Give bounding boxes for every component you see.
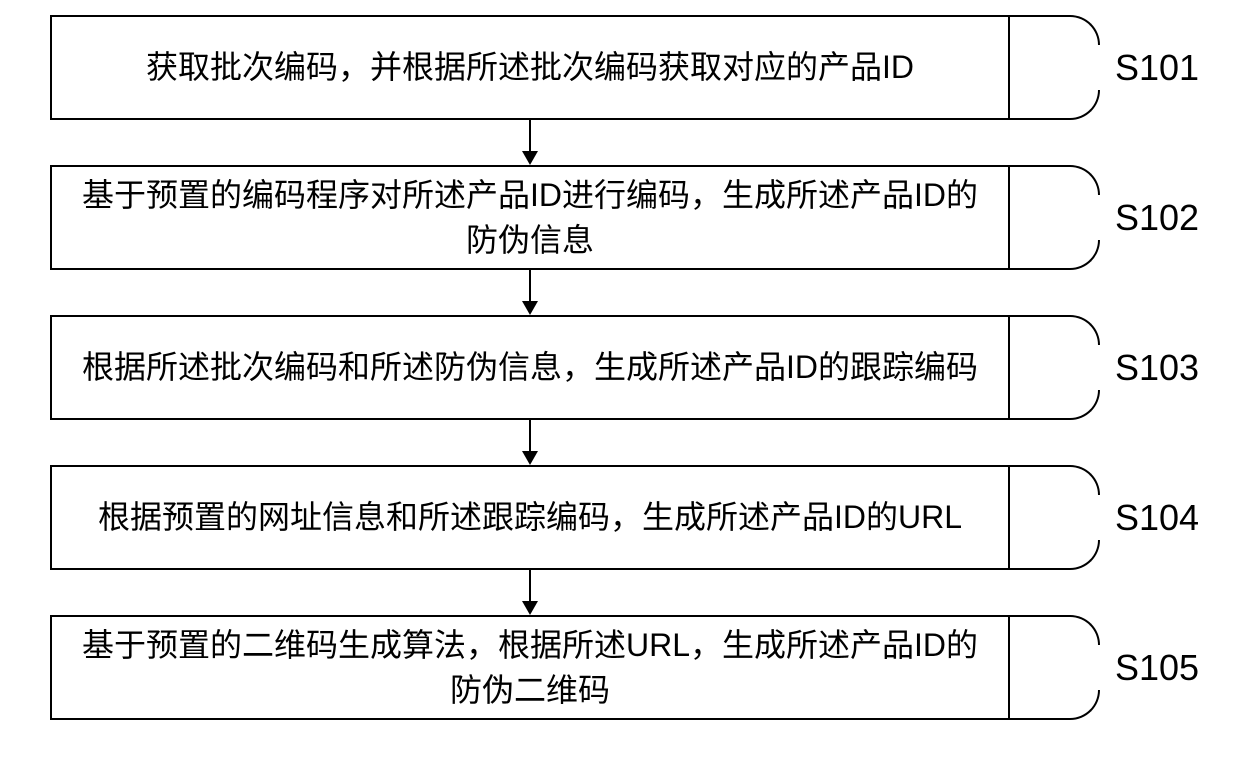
arrow-s102-s103 <box>529 270 531 313</box>
step-label-s105: S105 <box>1115 647 1199 689</box>
step-box-s103: 根据所述批次编码和所述防伪信息，生成所述产品ID的跟踪编码 <box>50 315 1010 420</box>
step-box-s102: 基于预置的编码程序对所述产品ID进行编码，生成所述产品ID的防伪信息 <box>50 165 1010 270</box>
connector-s101-bottom <box>1010 90 1100 120</box>
connector-s104-top <box>1010 465 1100 495</box>
connector-s102-bottom <box>1010 240 1100 270</box>
connector-s103-bottom <box>1010 390 1100 420</box>
flowchart-container: 获取批次编码，并根据所述批次编码获取对应的产品ID S101 基于预置的编码程序… <box>0 0 1239 777</box>
connector-s105-top <box>1010 615 1100 645</box>
connector-s103-top <box>1010 315 1100 345</box>
step-label-s104: S104 <box>1115 497 1199 539</box>
connector-s105-bottom <box>1010 690 1100 720</box>
step-box-s105: 基于预置的二维码生成算法，根据所述URL，生成所述产品ID的防伪二维码 <box>50 615 1010 720</box>
arrow-s104-s105 <box>529 570 531 613</box>
step-label-s101: S101 <box>1115 47 1199 89</box>
connector-s102-top <box>1010 165 1100 195</box>
step-text-s105: 基于预置的二维码生成算法，根据所述URL，生成所述产品ID的防伪二维码 <box>72 623 988 713</box>
step-box-s101: 获取批次编码，并根据所述批次编码获取对应的产品ID <box>50 15 1010 120</box>
arrow-s101-s102 <box>529 120 531 163</box>
step-text-s104: 根据预置的网址信息和所述跟踪编码，生成所述产品ID的URL <box>98 495 962 540</box>
step-box-s104: 根据预置的网址信息和所述跟踪编码，生成所述产品ID的URL <box>50 465 1010 570</box>
connector-s101-top <box>1010 15 1100 45</box>
connector-s104-bottom <box>1010 540 1100 570</box>
step-text-s102: 基于预置的编码程序对所述产品ID进行编码，生成所述产品ID的防伪信息 <box>72 173 988 263</box>
step-label-s102: S102 <box>1115 197 1199 239</box>
step-text-s103: 根据所述批次编码和所述防伪信息，生成所述产品ID的跟踪编码 <box>82 345 978 390</box>
step-text-s101: 获取批次编码，并根据所述批次编码获取对应的产品ID <box>146 45 914 90</box>
arrow-s103-s104 <box>529 420 531 463</box>
step-label-s103: S103 <box>1115 347 1199 389</box>
